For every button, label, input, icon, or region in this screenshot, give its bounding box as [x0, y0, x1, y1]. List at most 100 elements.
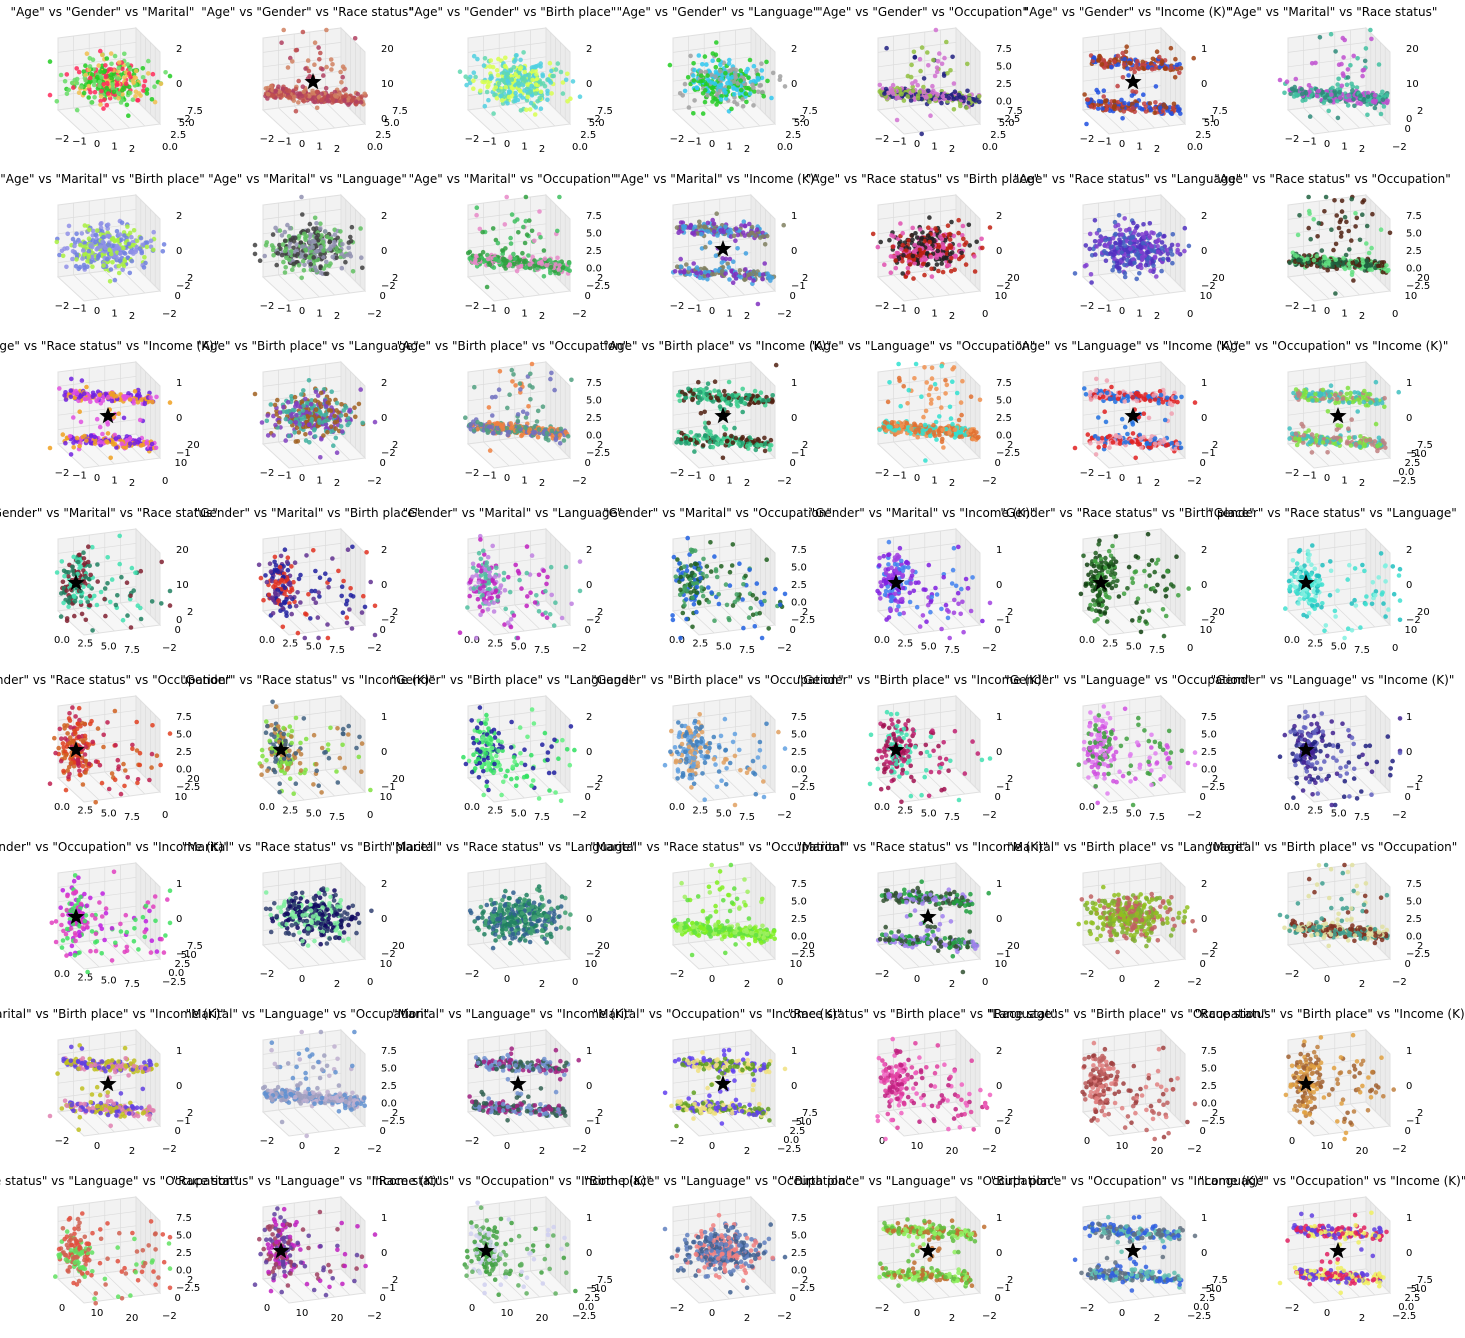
subplot-3d-scatter: "Age" vs "Race status" vs "Occupation" −2…: [1214, 169, 1451, 336]
data-point: [54, 239, 60, 245]
data-point: [912, 54, 918, 60]
data-point: [1115, 106, 1121, 111]
data-point: [756, 89, 761, 95]
data-point: [252, 242, 258, 248]
data-point: [338, 229, 343, 234]
data-point: [733, 67, 739, 73]
data-point: [884, 45, 889, 51]
data-point: [940, 94, 946, 99]
data-point: [753, 233, 758, 238]
y-tick-label: 2: [187, 273, 193, 284]
y-tick-label: 10: [175, 458, 188, 469]
y-tick-label: 2.5: [580, 130, 596, 141]
x-tick-label: 0: [504, 306, 510, 317]
data-point: [312, 62, 317, 67]
data-point: [1329, 227, 1334, 232]
data-point: [152, 84, 157, 89]
data-point: [72, 243, 77, 249]
data-point: [947, 231, 953, 237]
data-point: [1145, 65, 1151, 70]
data-point: [318, 221, 323, 226]
data-point: [82, 396, 88, 402]
data-point: [914, 247, 919, 252]
data-point: [921, 89, 927, 95]
data-point: [262, 253, 267, 259]
data-point: [321, 248, 326, 254]
data-point: [577, 94, 583, 99]
data-point: [299, 194, 304, 200]
data-point: [1121, 256, 1126, 261]
data-point: [511, 65, 517, 70]
data-point: [935, 248, 940, 254]
data-point: [964, 105, 969, 110]
data-point: [729, 268, 734, 273]
data-point: [1134, 102, 1140, 108]
data-point: [547, 60, 553, 66]
data-point: [1169, 252, 1175, 257]
data-point: [905, 270, 911, 275]
data-point: [325, 94, 331, 99]
data-point: [948, 68, 953, 73]
data-point: [548, 264, 554, 270]
scatter-points: [870, 215, 993, 281]
data-point: [1143, 109, 1149, 114]
data-point: [500, 248, 505, 253]
data-point: [291, 94, 297, 100]
data-point: [961, 236, 966, 242]
data-point: [68, 452, 74, 457]
x-tick-label: 2: [539, 144, 545, 155]
data-point: [110, 82, 115, 87]
subplot-3d-scatter: "Age" vs "Marital" vs "Race status" −2 −1 0…: [1228, 2, 1445, 169]
data-point: [490, 226, 496, 231]
data-point: [1120, 75, 1126, 80]
data-point: [340, 74, 345, 80]
data-point: [1121, 109, 1127, 114]
data-point: [74, 76, 80, 82]
data-point: [96, 63, 101, 68]
data-point: [1153, 64, 1158, 69]
data-point: [521, 224, 526, 230]
data-point: [358, 226, 363, 231]
data-point: [908, 74, 914, 80]
data-point: [1303, 91, 1309, 96]
data-point: [888, 270, 894, 275]
data-point: [900, 230, 905, 236]
data-point: [929, 266, 934, 272]
data-point: [509, 212, 515, 217]
data-point: [150, 71, 156, 77]
x-tick-label: −2: [55, 301, 70, 312]
z-tick-label: 7.5: [1406, 211, 1422, 222]
data-point: [703, 69, 709, 75]
data-point: [759, 75, 765, 81]
data-point: [678, 220, 684, 225]
data-point: [513, 57, 518, 63]
data-point: [1143, 230, 1149, 236]
data-point: [515, 260, 520, 265]
z-tick-label: 7.5: [996, 44, 1012, 55]
data-point: [540, 73, 546, 79]
data-point: [1132, 69, 1137, 75]
data-point: [945, 223, 951, 228]
data-point: [1361, 198, 1367, 203]
data-point: [705, 273, 711, 278]
y-tick-label: 0: [585, 291, 591, 302]
data-point: [310, 91, 315, 96]
data-point: [281, 27, 286, 33]
data-point: [1378, 111, 1384, 117]
scatter3d-svg: "Age" vs "Gender" vs "Income (K)"−2 −1 0 1 2…: [1024, 5, 1232, 155]
data-point: [565, 71, 570, 77]
data-point: [560, 265, 566, 270]
data-point: [733, 238, 738, 243]
data-point: [500, 256, 506, 261]
data-point: [480, 249, 486, 255]
data-point: [1361, 67, 1367, 73]
data-point: [939, 261, 944, 266]
data-point: [1340, 71, 1346, 76]
x-tick-label: 1: [1341, 309, 1347, 320]
x-tick-label: 1: [726, 309, 732, 320]
data-point: [709, 72, 714, 78]
data-point: [904, 248, 909, 253]
data-point: [944, 263, 950, 269]
x-tick-label: −1: [72, 304, 87, 315]
data-point: [1155, 249, 1161, 255]
